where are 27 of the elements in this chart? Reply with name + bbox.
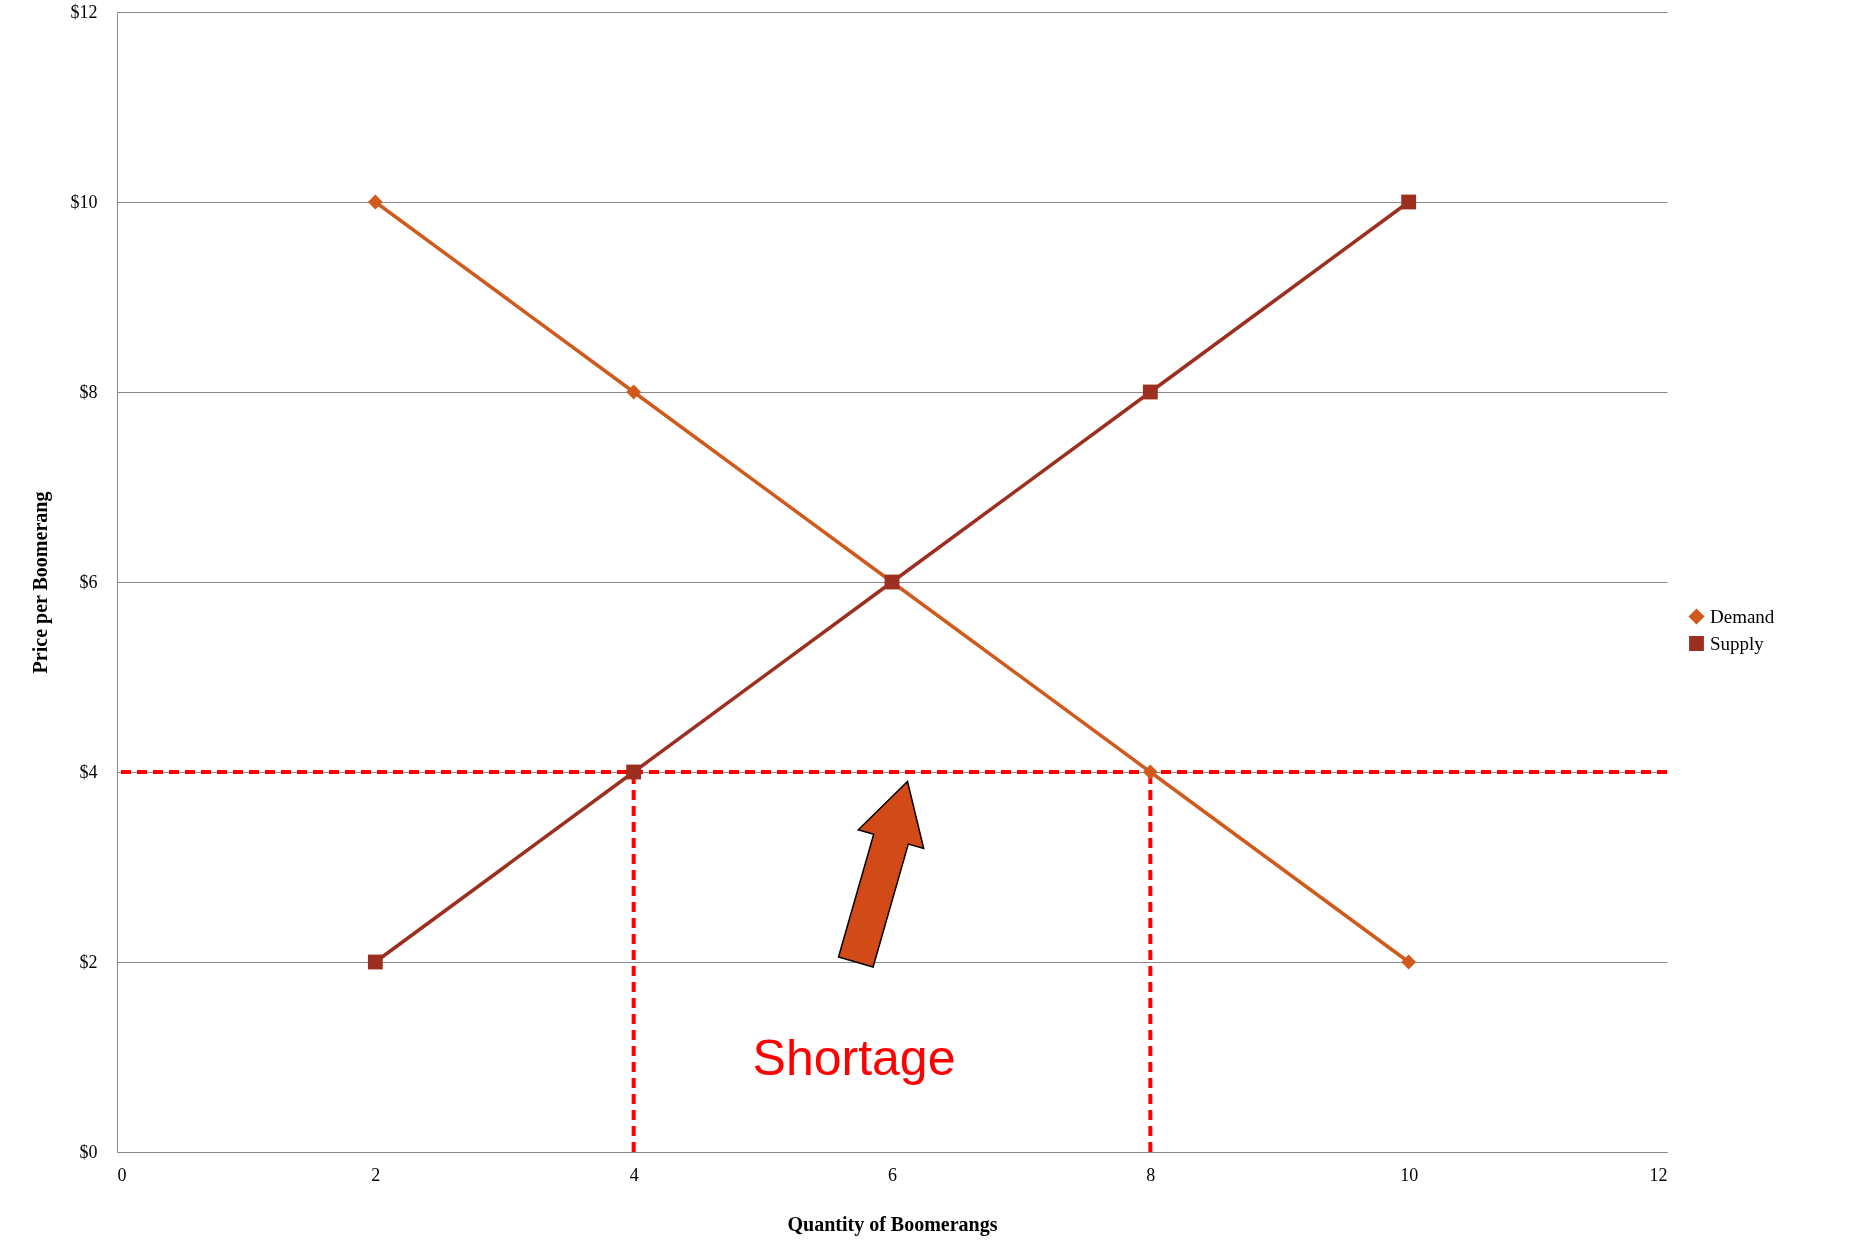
y-tick-label: $8 <box>79 381 98 402</box>
point <box>367 954 383 970</box>
annotation: Shortage <box>752 1030 956 1086</box>
x-tick-label: 6 <box>888 1164 897 1185</box>
point <box>367 194 383 210</box>
y-tick-label: $10 <box>70 191 98 212</box>
x-tick-label: 0 <box>117 1164 127 1185</box>
x-tick-label: 8 <box>1146 1164 1156 1185</box>
x-tick-label: 12 <box>1649 1164 1668 1185</box>
point <box>1401 194 1417 210</box>
point <box>1142 384 1158 400</box>
x-axis-title: Quantity of Boomerangs <box>787 1212 998 1236</box>
y-tick-label: $0 <box>79 1141 98 1162</box>
point <box>626 764 642 780</box>
y-axis-title: Price per Boomerang <box>28 491 52 674</box>
x-tick-label: 4 <box>629 1164 639 1185</box>
x-tick-label: 10 <box>1400 1164 1419 1185</box>
legend-label: Demand <box>1710 605 1775 627</box>
y-tick-label: $6 <box>79 571 98 592</box>
point <box>1401 954 1417 970</box>
point <box>1142 764 1158 780</box>
y-tick-label: $2 <box>79 951 98 972</box>
y-tick-label: $12 <box>70 1 98 22</box>
y-tick-label: $4 <box>79 761 98 782</box>
legend-label: Supply <box>1710 632 1765 654</box>
point <box>626 384 642 400</box>
x-tick-label: 2 <box>371 1164 381 1185</box>
